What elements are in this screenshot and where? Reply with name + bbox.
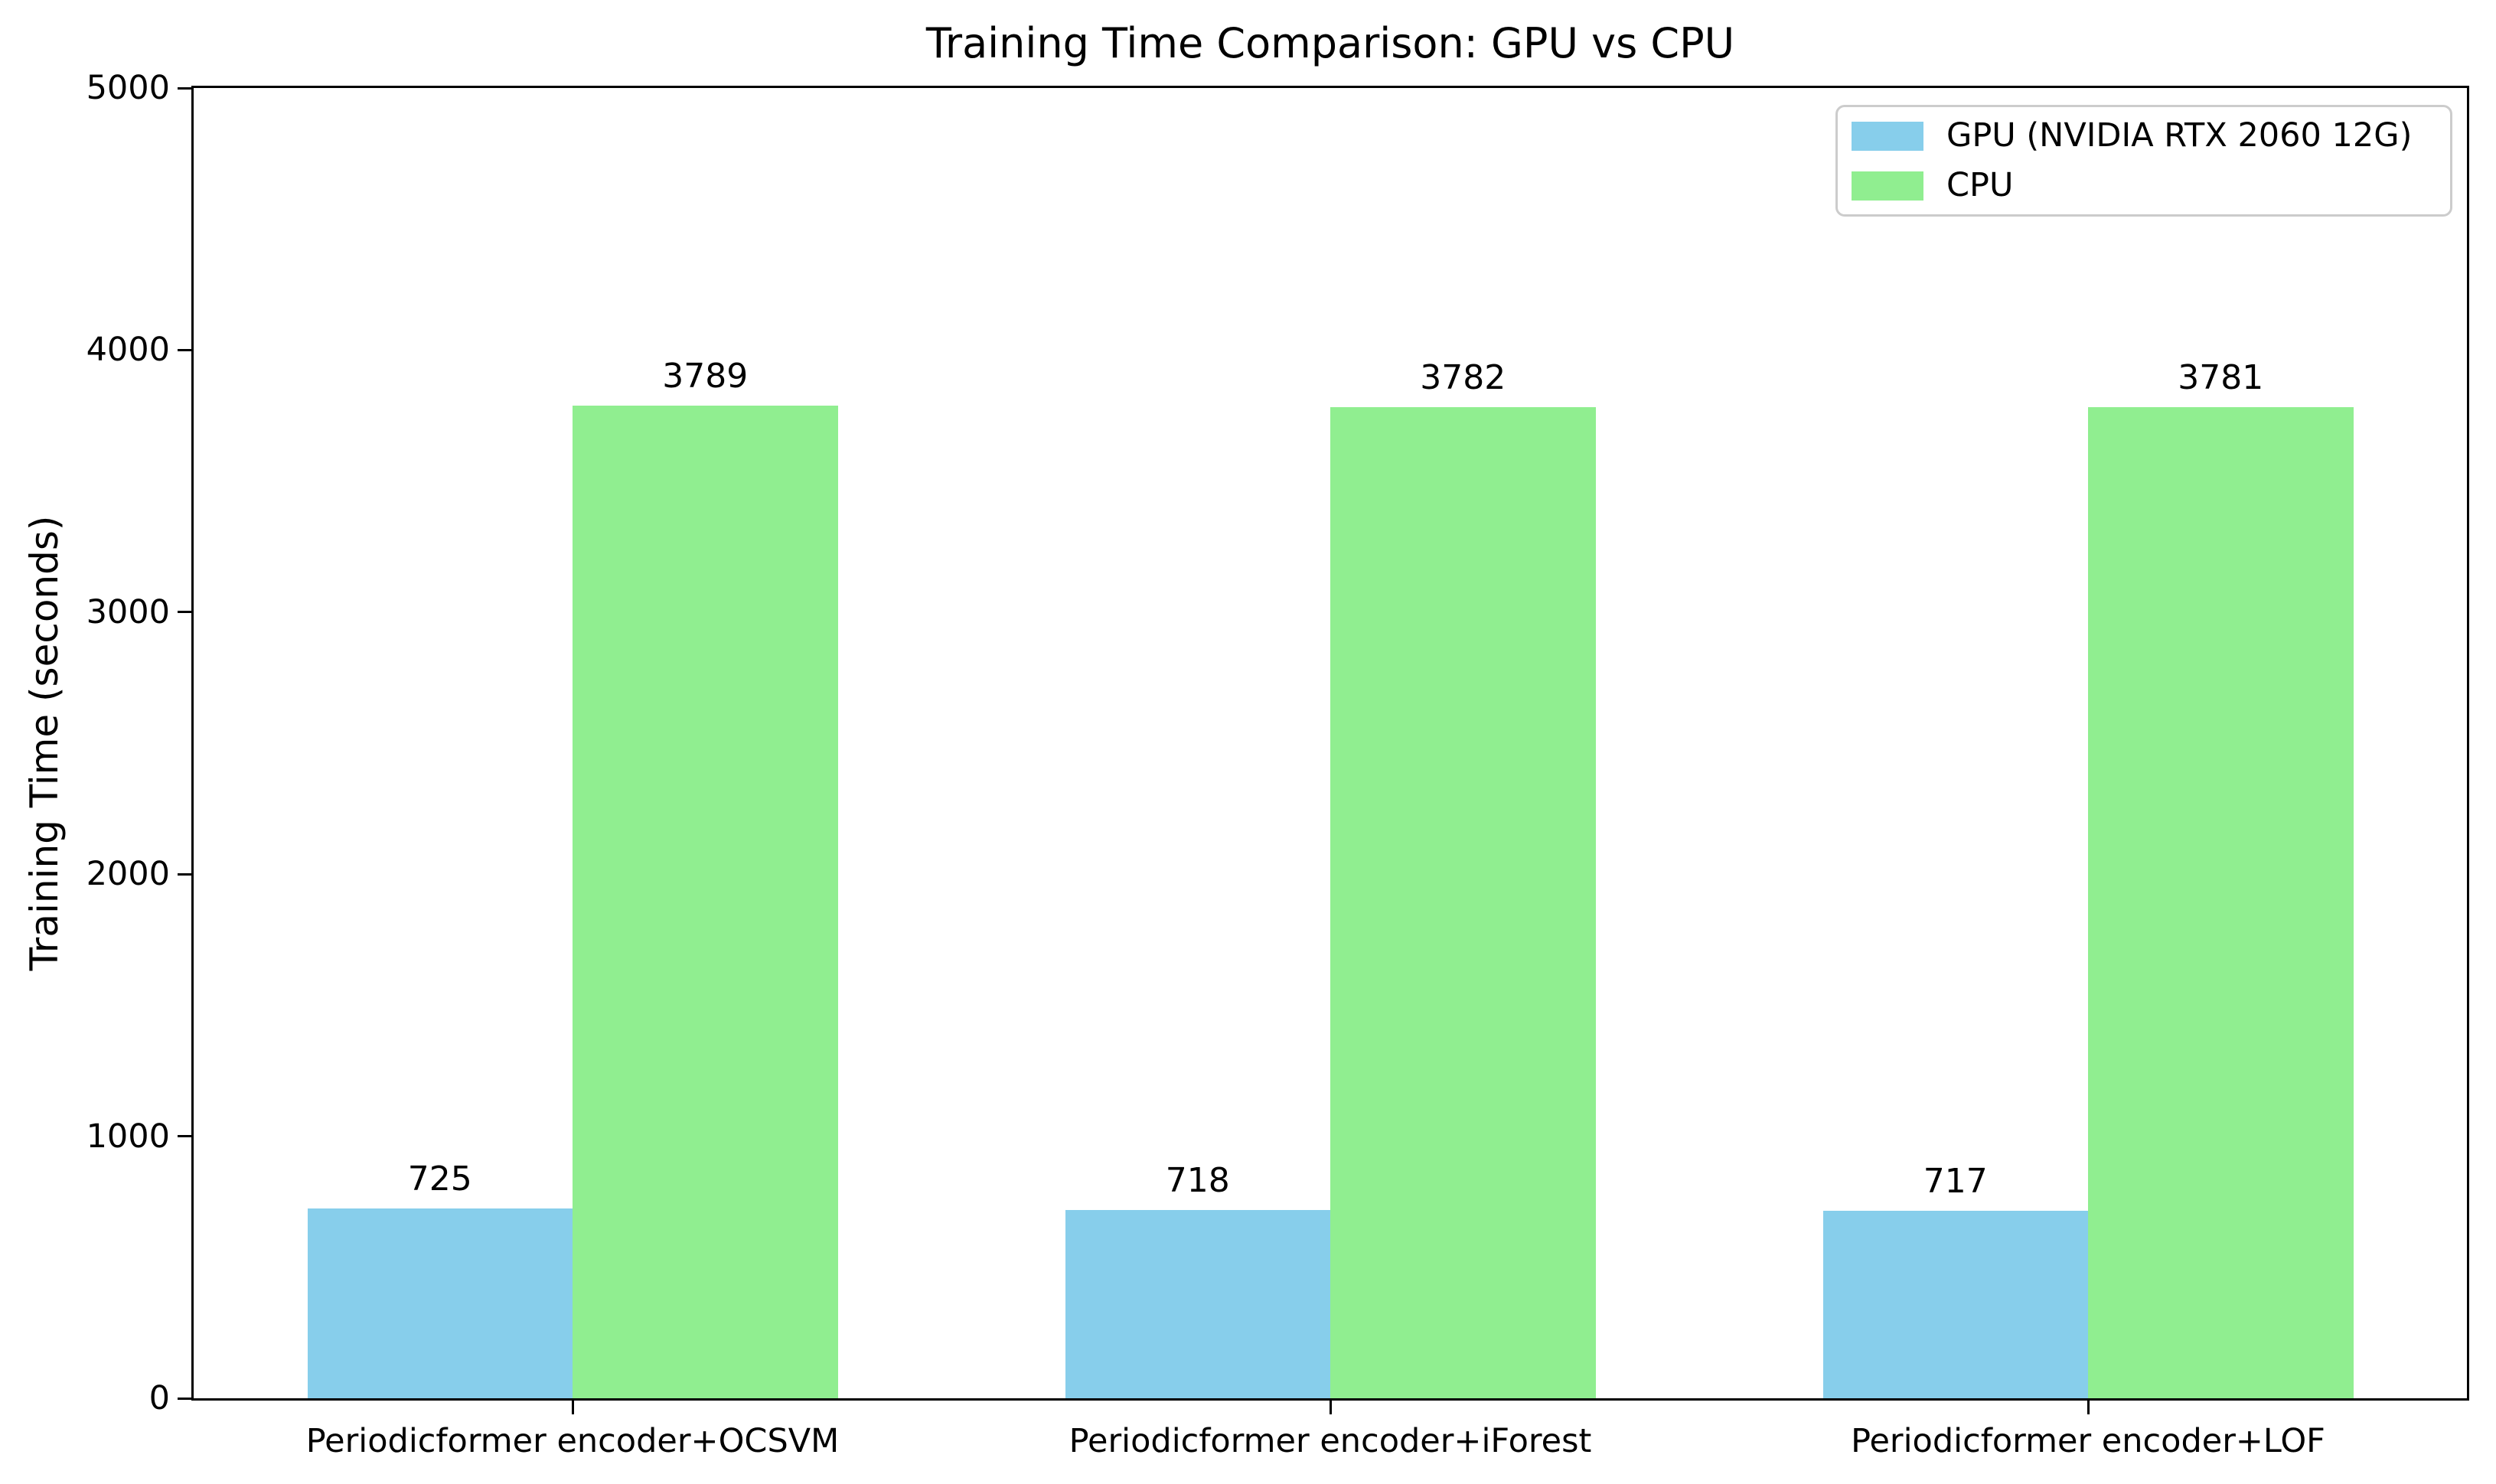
cpu-value-label-2: 3781	[2178, 358, 2264, 398]
gpu-legend-swatch	[1852, 121, 1923, 151]
x-tick-1	[1329, 1401, 1332, 1414]
y-tick-label-4000: 4000	[86, 331, 170, 370]
cpu-bar-0	[573, 405, 838, 1398]
legend: GPU (NVIDIA RTX 2060 12G) CPU	[1835, 105, 2452, 217]
x-tick-label-1: Periodicformer encoder+iForest	[1069, 1422, 1592, 1460]
y-tick-0	[178, 1397, 191, 1400]
y-tick-2000	[178, 872, 191, 876]
gpu-bar-2	[1822, 1210, 2088, 1398]
gpu-bar-0	[307, 1208, 573, 1398]
y-tick-label-1000: 1000	[86, 1117, 170, 1156]
y-tick-3000	[178, 611, 191, 614]
x-tick-label-2: Periodicformer encoder+LOF	[1851, 1422, 2325, 1460]
cpu-bar-2	[2088, 407, 2354, 1398]
y-tick-4000	[178, 348, 191, 351]
cpu-value-label-0: 3789	[662, 356, 749, 396]
chart-title: Training Time Comparison: GPU vs CPU	[925, 19, 1735, 67]
y-tick-label-0: 0	[148, 1379, 170, 1417]
cpu-legend-swatch	[1852, 171, 1923, 201]
cpu-value-label-1: 3782	[1420, 358, 1506, 398]
y-tick-label-5000: 5000	[86, 69, 170, 107]
y-tick-5000	[178, 86, 191, 90]
y-tick-label-2000: 2000	[86, 855, 170, 894]
gpu-bar-1	[1065, 1210, 1330, 1398]
x-tick-label-0: Periodicformer encoder+OCSVM	[305, 1422, 840, 1460]
gpu-value-label-0: 725	[407, 1159, 472, 1199]
cpu-legend-label: CPU	[1946, 166, 2014, 204]
gpu-value-label-1: 718	[1165, 1161, 1230, 1201]
gpu-value-label-2: 717	[1923, 1161, 1988, 1201]
y-tick-label-3000: 3000	[86, 592, 170, 631]
plot-area: 725 718 717 3789 3782 3781	[191, 86, 2469, 1401]
y-axis-label: Training Time (seconds)	[22, 515, 67, 971]
legend-item-cpu: CPU	[1852, 169, 2450, 202]
y-tick-1000	[178, 1135, 191, 1138]
cpu-bar-1	[1330, 407, 1596, 1398]
x-tick-2	[2087, 1401, 2090, 1414]
gpu-legend-label: GPU (NVIDIA RTX 2060 12G)	[1946, 116, 2413, 155]
legend-item-gpu: GPU (NVIDIA RTX 2060 12G)	[1852, 119, 2450, 152]
x-tick-0	[571, 1401, 574, 1414]
